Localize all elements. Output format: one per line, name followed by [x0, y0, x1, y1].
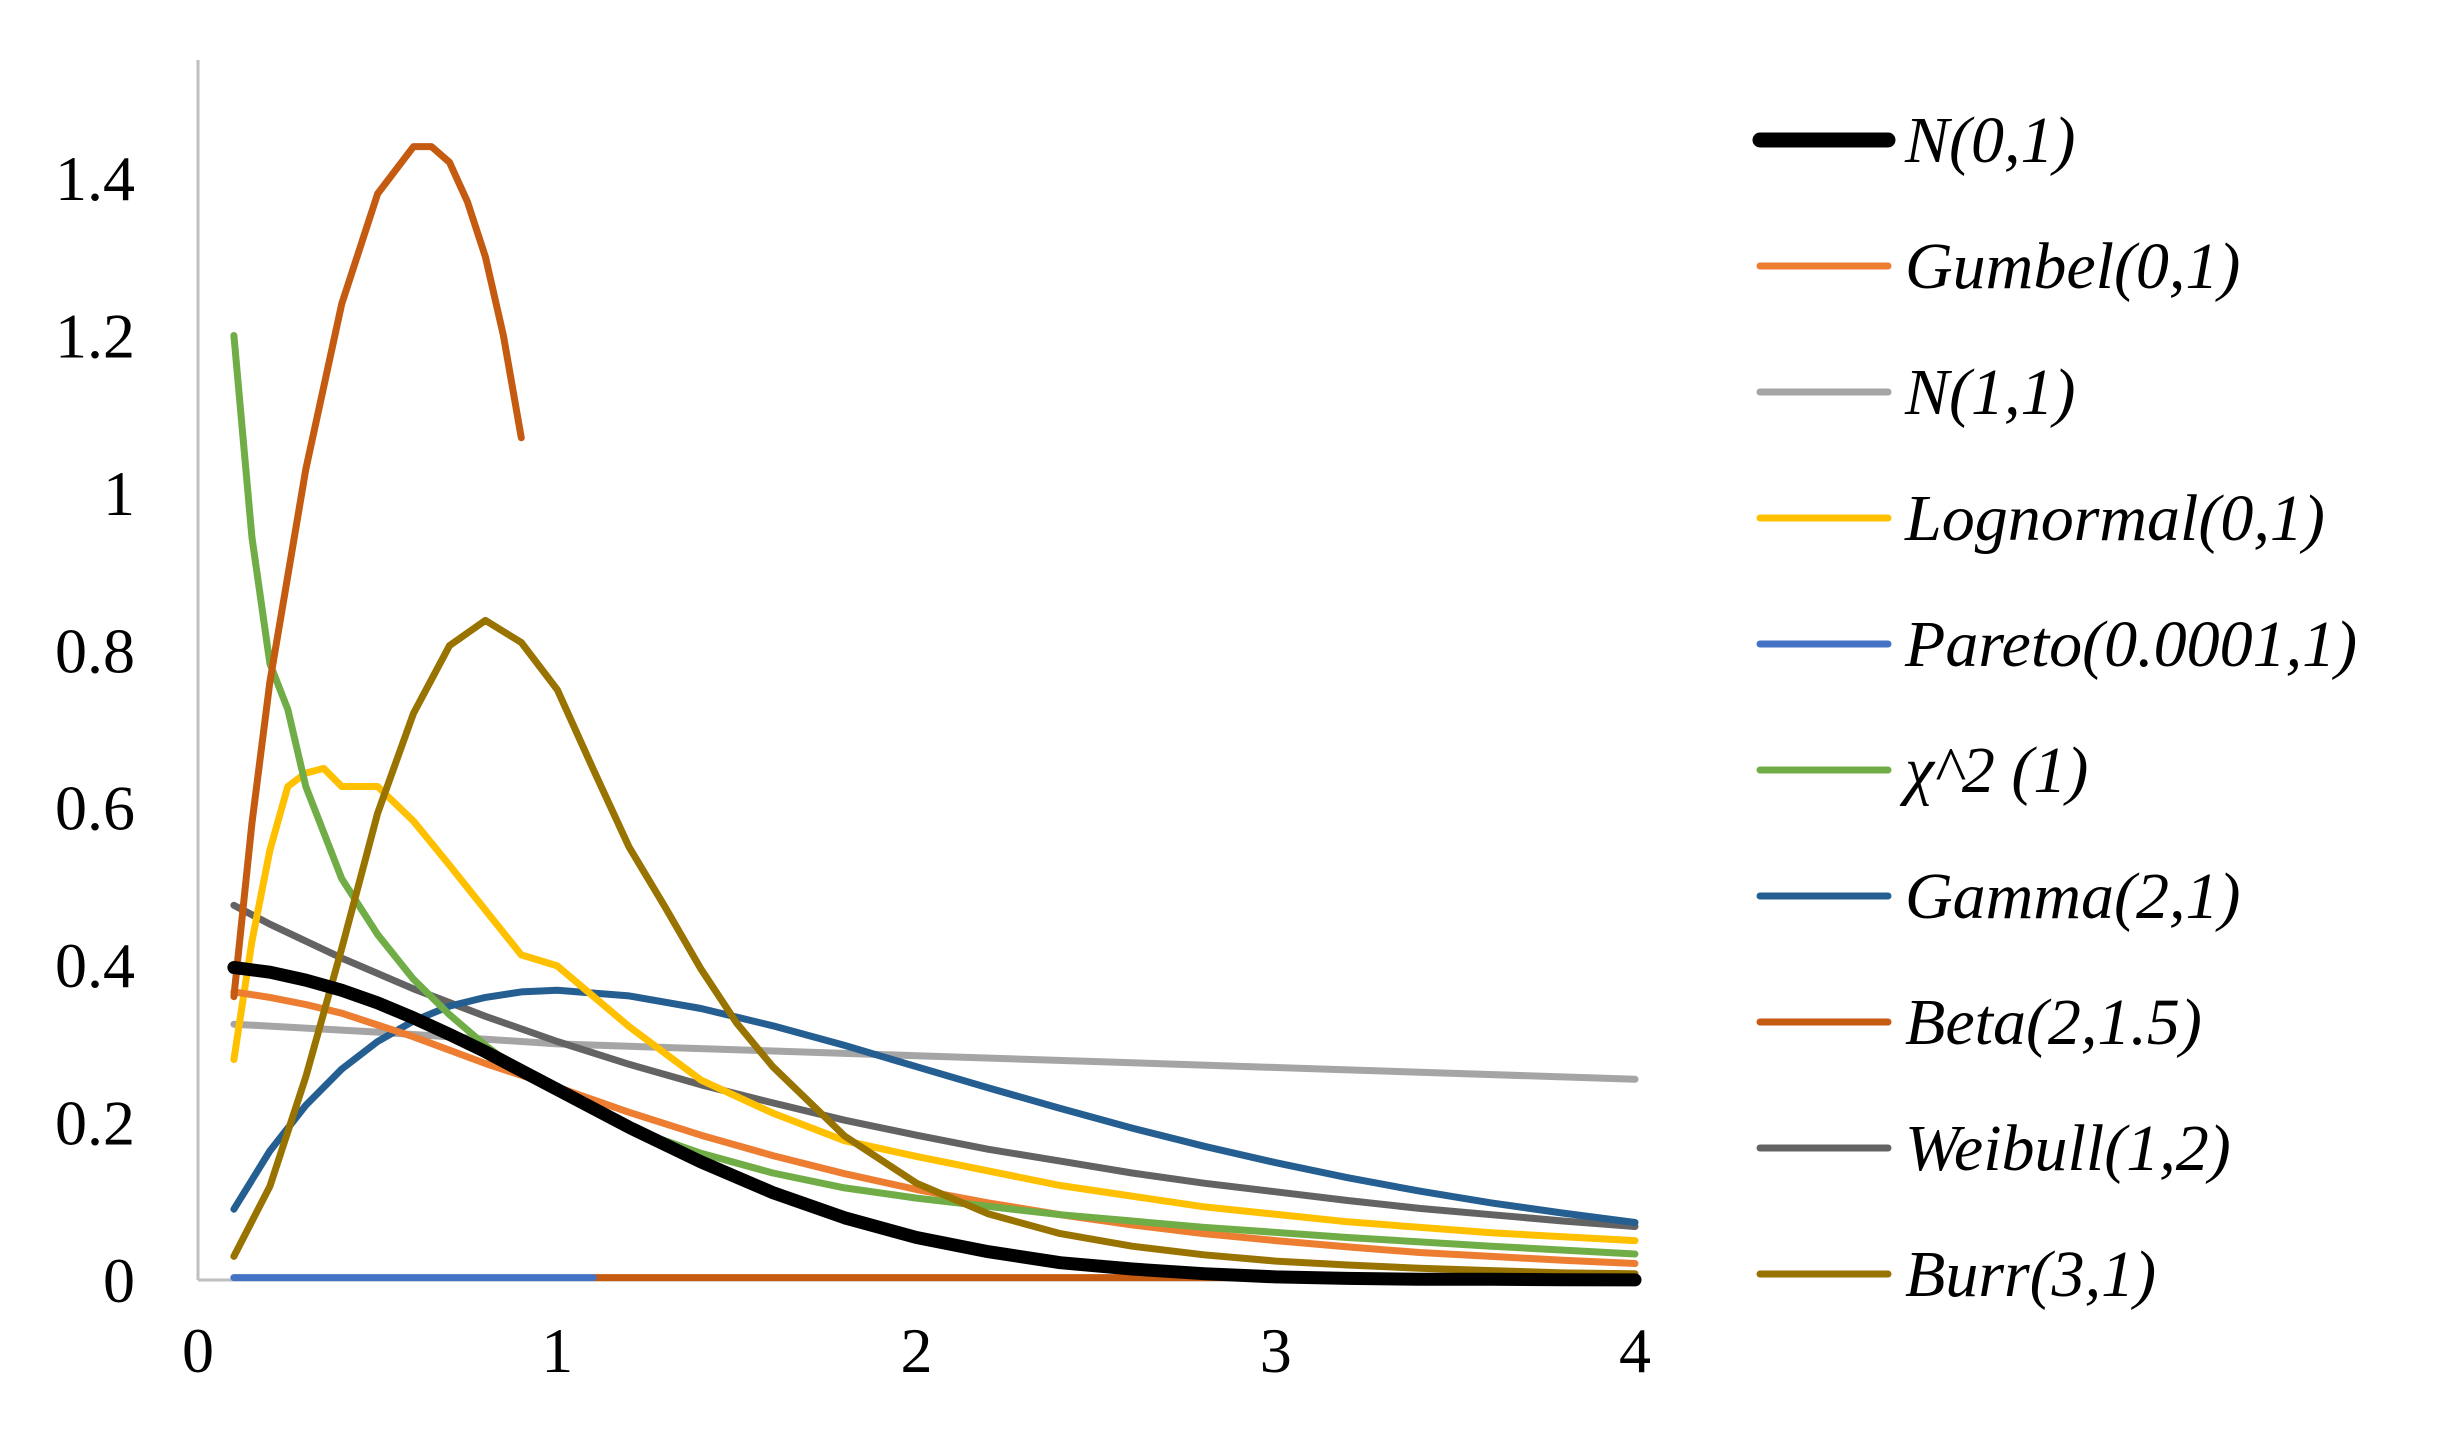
legend-label-n-1-1: N(1,1)	[1904, 356, 2075, 429]
legend-label-beta-2-1-5: Beta(2,1.5)	[1905, 986, 2202, 1059]
series-line-gumbel-0-1	[230, 988, 1639, 1267]
legend-label-weibull-1-2: Weibull(1,2)	[1905, 1112, 2231, 1185]
legend: N(0,1) Gumbel(0,1) N(1,1) Lognormal(0,1) Par…	[1752, 104, 2357, 1311]
y-tick-label: 1.2	[55, 300, 135, 371]
legend-label-pareto-0-0001-1: Pareto(0.0001,1)	[1904, 608, 2357, 681]
x-tick-label: 3	[1260, 1315, 1292, 1386]
legend-label-lognormal-0-1: Lognormal(0,1)	[1904, 482, 2325, 555]
series-line-weibull-1-2	[230, 901, 1639, 1230]
series-line-n-0-1	[227, 961, 1642, 1287]
y-tick-label: 0.6	[55, 773, 135, 844]
x-tick-label: 0	[182, 1315, 214, 1386]
series-line-burr-3-1	[230, 616, 1639, 1278]
series-line-n-1-1	[230, 1020, 1639, 1083]
series-line-2-1	[230, 332, 1639, 1258]
axes: 0 0.2 0.4 0.6 0.8 1 1.2 1.4 0 1 2 3 4	[55, 60, 1651, 1386]
y-tick-label: 0.4	[55, 930, 135, 1001]
legend-label-n-0-1: N(0,1)	[1904, 104, 2075, 177]
series-line-lognormal-0-1	[230, 764, 1639, 1245]
x-tick-label: 1	[541, 1315, 573, 1386]
series-line-gamma-2-1	[230, 986, 1639, 1226]
legend-label-burr-3-1: Burr(3,1)	[1905, 1238, 2156, 1311]
x-tick-label: 2	[901, 1315, 933, 1386]
legend-label-gamma-2-1: Gamma(2,1)	[1905, 860, 2240, 933]
legend-label-gumbel-0-1: Gumbel(0,1)	[1905, 230, 2240, 303]
series-line-beta-2-1-5	[230, 143, 525, 1001]
x-tick-label: 4	[1619, 1315, 1651, 1386]
y-tick-label: 0.8	[55, 615, 135, 686]
y-tick-label: 0	[103, 1245, 135, 1316]
legend-label-2-1: χ^2 (1)	[1899, 734, 2088, 807]
y-tick-label: 0.2	[55, 1088, 135, 1159]
series-lines	[227, 143, 1642, 1287]
y-tick-label: 1	[103, 458, 135, 529]
y-tick-label: 1.4	[55, 143, 135, 214]
